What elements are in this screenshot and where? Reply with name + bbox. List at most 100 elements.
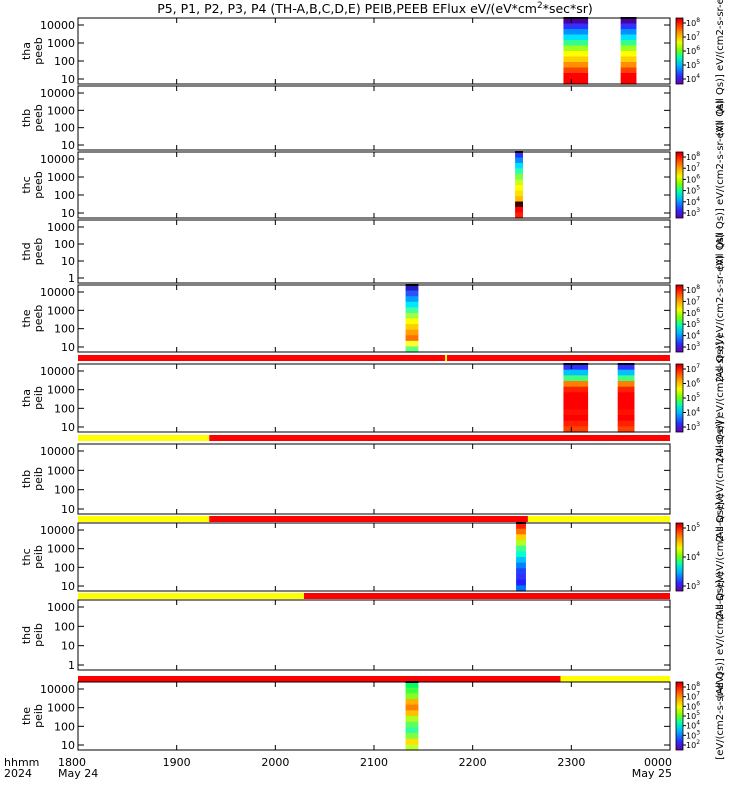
x-tick-date-label: May 25	[632, 767, 672, 780]
spectrogram-cell	[563, 375, 589, 382]
colorbar-tick-label: 107	[686, 162, 700, 173]
y-axis-label: thepeeb	[20, 305, 45, 333]
spectrogram-cell	[515, 196, 523, 203]
y-tick-label: 1	[68, 272, 75, 285]
y-tick-label: 1000	[47, 543, 75, 556]
spectrogram-cell	[563, 415, 589, 422]
spectrogram-cell	[405, 733, 419, 740]
colorbar-tick-label: 106	[686, 307, 700, 318]
spectrogram-cell	[405, 329, 419, 336]
spectrogram-cell	[516, 545, 526, 552]
spectrogram-cell	[405, 346, 419, 353]
colorbar-tick-label: 106	[686, 45, 700, 56]
y-tick-label: 100	[54, 323, 75, 336]
colorbar-label: (All Qs)] eV/(cm2-s-sr-eV)	[715, 571, 726, 698]
spectrogram-cell	[620, 45, 637, 52]
colorbar-tick-label: 105	[686, 710, 700, 721]
spectrogram-cell	[405, 301, 419, 308]
spectrogram-cell	[515, 157, 523, 164]
x-tick-label: 2000	[261, 756, 289, 769]
colorbar-label: (All Qs)] eV/(cm2-s-sr-eV)	[715, 493, 726, 620]
colorbar-tick-label: 108	[686, 151, 700, 162]
spectrogram-cell	[563, 73, 589, 80]
y-tick-label: 10000	[40, 19, 75, 32]
spectrogram-cell	[405, 693, 419, 700]
spectrogram-cell	[515, 190, 523, 197]
colorbar-tick-label: 107	[686, 295, 700, 306]
x-tick-label: 0000	[644, 756, 672, 769]
colorbar-label: (All Qs)	[715, 233, 726, 270]
spectrogram-cell	[405, 716, 419, 723]
y-tick-label: 100	[54, 402, 75, 415]
spectrogram-cell	[405, 721, 419, 728]
colorbar-label: (All Qs)] eV/(cm2-s-sr-eV)	[715, 255, 726, 382]
spectrogram-cell	[563, 426, 589, 433]
quality-flag-segment	[209, 516, 528, 522]
spectrogram-block	[515, 151, 523, 219]
panel-frame	[77, 284, 671, 353]
y-tick-label: 10	[61, 640, 75, 653]
spectrogram-block	[563, 363, 589, 433]
spectrogram-cell	[405, 318, 419, 325]
spectrogram-cell	[516, 574, 526, 581]
y-tick-label: 10	[61, 503, 75, 516]
colorbar-tick-label: 108	[686, 284, 700, 295]
panel-thb_peib: 10000 1000 100 10 thbpeib (All Qs)] eV/(cm2-s…	[20, 415, 726, 542]
colorbar-tick-label: 103	[686, 729, 700, 740]
spectrogram-cell	[617, 375, 635, 382]
y-tick-label: 10	[61, 255, 75, 268]
spectrogram-cell	[515, 168, 523, 175]
spectrogram-cell	[516, 568, 526, 575]
quality-flag-bar	[78, 676, 670, 682]
y-tick-label: 10	[61, 207, 75, 220]
y-tick-label: 10000	[40, 445, 75, 458]
y-tick-label: 1000	[47, 384, 75, 397]
spectrogram-cell	[620, 18, 637, 25]
y-tick-label: 100	[54, 620, 75, 633]
spectrogram-cell	[563, 45, 589, 52]
panel-frame	[77, 443, 671, 515]
colorbar-label: [eV/(cm2-s-sr-eV)	[715, 672, 726, 759]
colorbar-tick-label: 103	[686, 207, 700, 218]
spectrogram-cell	[405, 285, 419, 292]
colorbar: 108 107 106 105 104	[675, 17, 700, 85]
panel-frame	[77, 219, 671, 284]
colorbar-label: (All Qs)] eV/(cm2-s-sr-eV)	[715, 415, 726, 542]
colorbar-label: (All Qs)] eV/(cm2-s-sr-eV)	[715, 0, 726, 115]
spectrogram-cell	[405, 312, 419, 320]
spectrogram-block	[405, 681, 419, 751]
y-tick-label: 100	[54, 561, 75, 574]
spectrogram-cell	[563, 403, 589, 410]
spectrogram-cell	[515, 179, 523, 186]
colorbar-tick-label: 103	[686, 421, 700, 432]
quality-flag-segment	[78, 593, 304, 599]
y-tick-label: 10000	[40, 683, 75, 696]
spectrogram-cell	[405, 744, 419, 751]
colorbar-label: (All Qs)] eV/(cm2-s-sr-eV)	[715, 334, 726, 461]
spectrogram-cell	[563, 381, 589, 388]
panel-the_peeb: 10000100010010thepeeb108107106105104103(…	[20, 255, 726, 382]
y-tick-label: 10	[61, 580, 75, 593]
quality-flag-segment	[527, 516, 670, 522]
panel-frame	[77, 522, 671, 592]
y-axis-label: thbpeib	[20, 467, 45, 491]
spectrogram-cell	[617, 392, 635, 399]
quality-flag-segment	[78, 435, 210, 441]
colorbar-tick-label: 107	[686, 31, 700, 42]
spectrogram-cell	[515, 207, 523, 214]
spectrogram-cell	[515, 174, 523, 181]
spectrogram-cell	[617, 386, 635, 393]
spectrogram-cell	[617, 415, 635, 422]
spectrogram-cell	[516, 579, 526, 586]
spectrogram-cell	[515, 212, 523, 219]
y-axis-label: thapeeb	[20, 37, 45, 65]
x-tick-label: 2100	[360, 756, 388, 769]
spectrogram-cell	[515, 152, 523, 159]
colorbar-gradient	[675, 363, 684, 433]
spectrogram-cell	[405, 290, 419, 297]
spectrogram-cell	[405, 682, 419, 689]
spectrogram-cell	[516, 551, 526, 558]
